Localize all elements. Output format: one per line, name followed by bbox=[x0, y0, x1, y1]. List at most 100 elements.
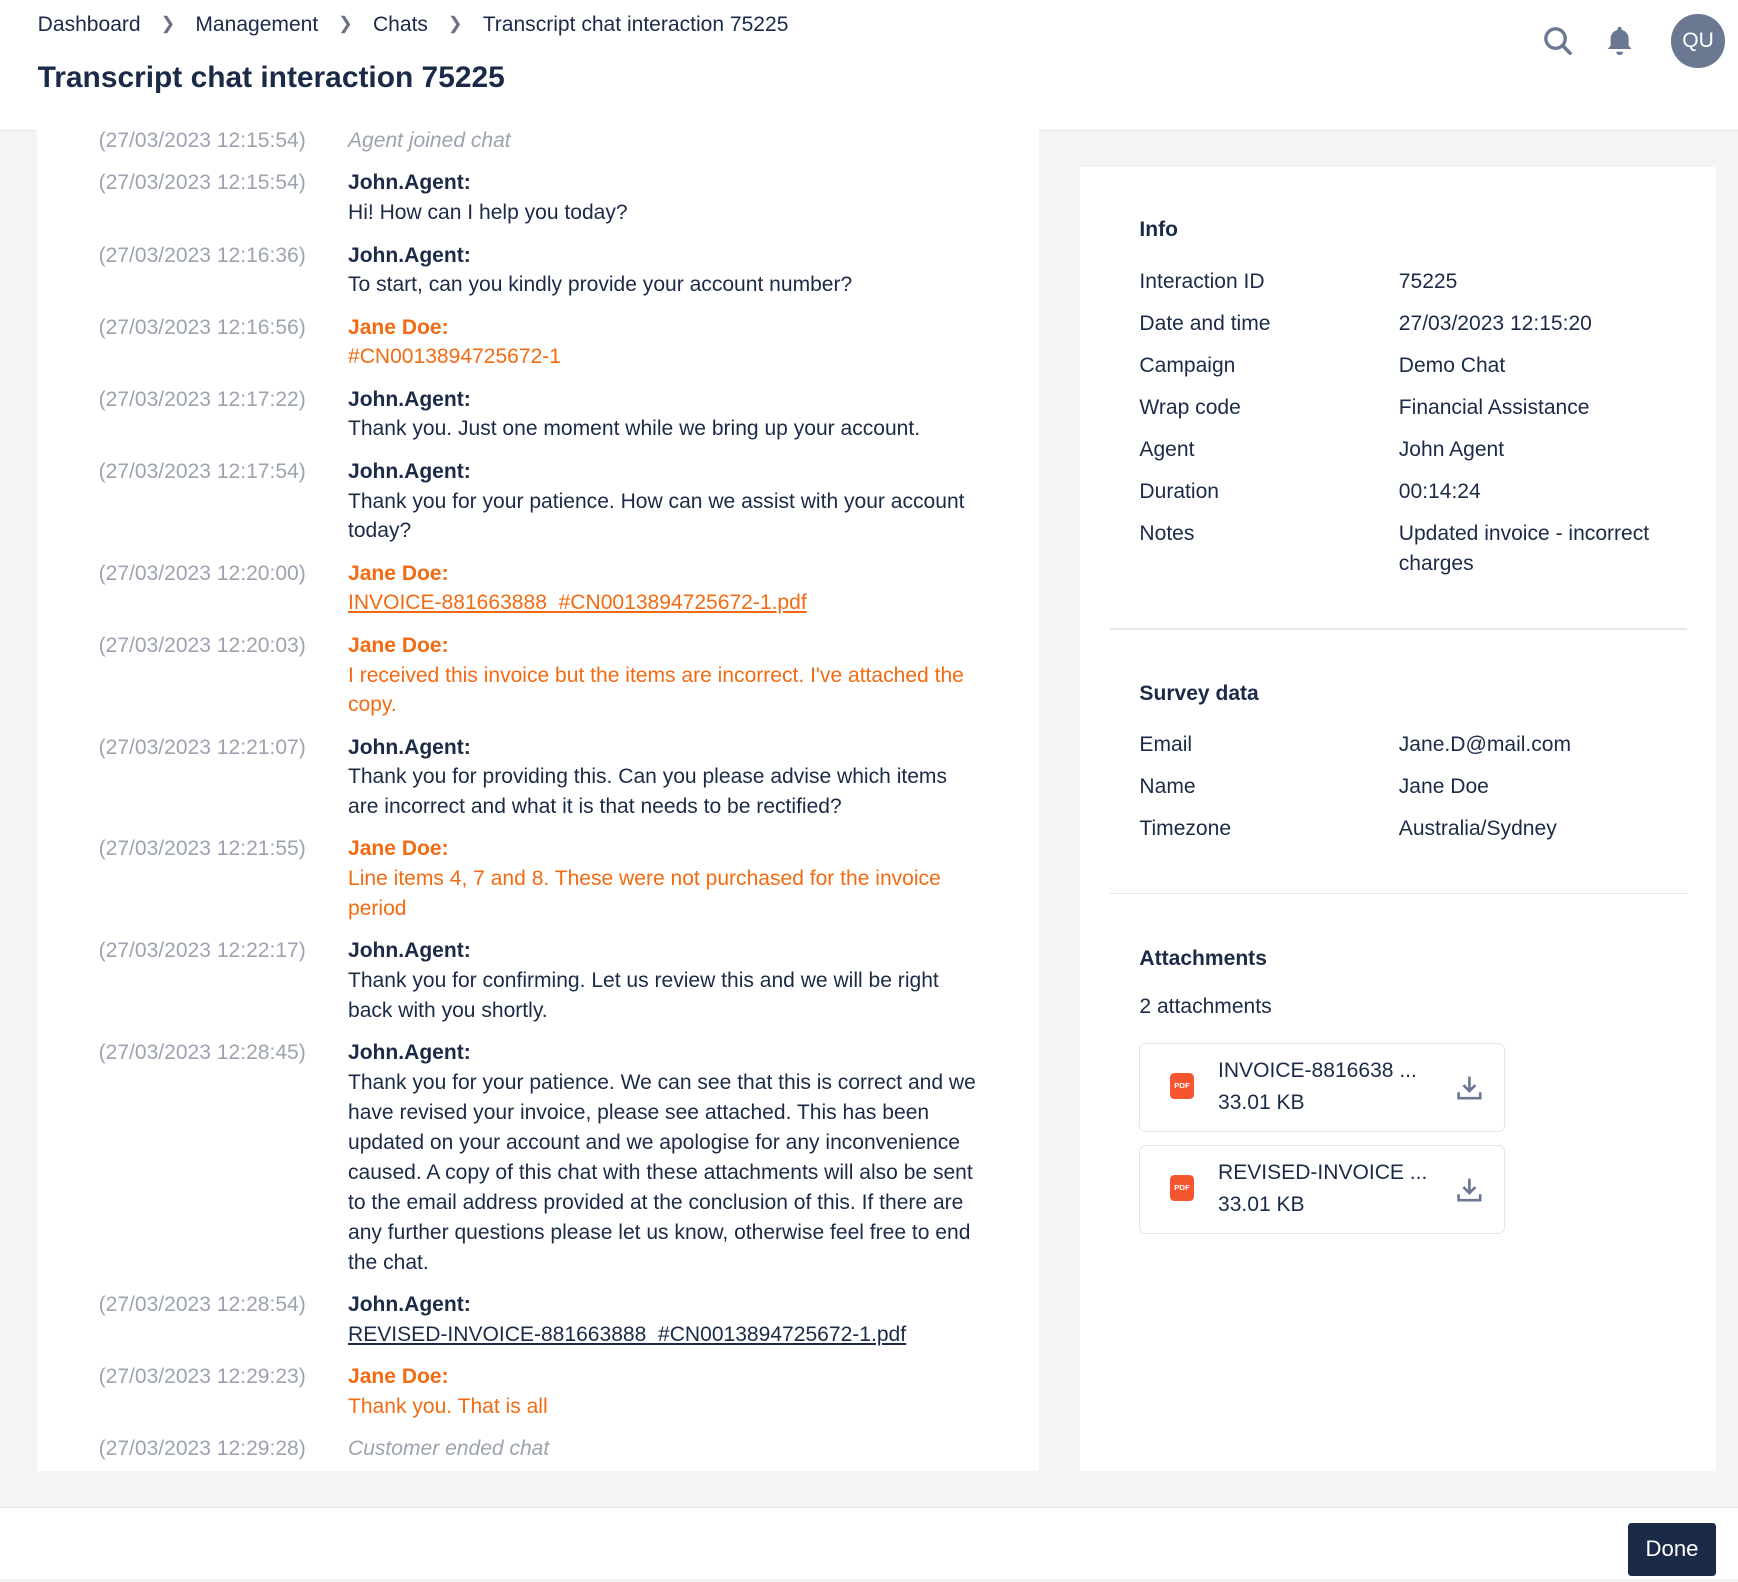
message-sender: John.Agent: bbox=[348, 387, 471, 411]
info-row: Interaction ID 75225 bbox=[1139, 267, 1687, 297]
chat-message: (27/03/2023 12:15:54) Agent joined chat bbox=[37, 130, 1039, 157]
message-body: Customer ended chat bbox=[348, 1434, 980, 1464]
message-body: Jane Doe: INVOICE-881663888_#CN0013894725… bbox=[348, 559, 980, 619]
message-text: Thank you. Just one moment while we brin… bbox=[348, 417, 921, 441]
breadcrumb-management[interactable]: Management bbox=[195, 13, 319, 37]
attachment-card[interactable]: PDF INVOICE-8816638 ... 33.01 KB bbox=[1139, 1043, 1506, 1132]
message-sender: John.Agent: bbox=[348, 735, 471, 759]
user-avatar[interactable]: QU bbox=[1671, 14, 1725, 68]
message-timestamp: (27/03/2023 12:21:55) bbox=[98, 837, 306, 861]
message-body: Agent joined chat bbox=[348, 130, 980, 157]
message-body: Jane Doe: Line items 4, 7 and 8. These we… bbox=[348, 834, 980, 924]
chat-transcript-panel[interactable]: (27/03/2023 12:15:54) Agent joined chat (2… bbox=[36, 129, 1039, 1471]
info-value: John Agent bbox=[1398, 438, 1505, 462]
message-timestamp: (27/03/2023 12:29:28) bbox=[98, 1437, 306, 1461]
survey-value: Australia/Sydney bbox=[1398, 817, 1557, 841]
message-timestamp: (27/03/2023 12:17:54) bbox=[98, 459, 306, 483]
info-title: Info bbox=[1139, 218, 1178, 242]
breadcrumb-dashboard[interactable]: Dashboard bbox=[37, 13, 141, 37]
survey-title: Survey data bbox=[1139, 681, 1259, 705]
survey-row: Timezone Australia/Sydney bbox=[1139, 814, 1687, 844]
message-timestamp: (27/03/2023 12:29:23) bbox=[98, 1364, 306, 1388]
message-text: Line items 4, 7 and 8. These were not pu… bbox=[348, 867, 941, 921]
message-sender: John.Agent: bbox=[348, 243, 471, 267]
message-body: John.Agent: Thank you for your patience. … bbox=[348, 457, 980, 547]
download-icon[interactable] bbox=[1455, 1175, 1484, 1204]
message-body: John.Agent: Hi! How can I help you today? bbox=[348, 168, 980, 228]
chat-message: (27/03/2023 12:29:23) Jane Doe: Thank you.… bbox=[37, 1362, 1039, 1422]
survey-section: Survey data Email Jane.D@mail.com Name Jane… bbox=[1139, 682, 1687, 857]
divider bbox=[1109, 628, 1687, 630]
message-sender: Jane Doe: bbox=[348, 633, 449, 657]
message-timestamp: (27/03/2023 12:15:54) bbox=[98, 129, 306, 153]
attachments-title: Attachments bbox=[1139, 946, 1267, 970]
chevron-right-icon: ❯ bbox=[160, 12, 176, 33]
info-value: 27/03/2023 12:15:20 bbox=[1398, 311, 1592, 335]
message-sender: John.Agent: bbox=[348, 459, 471, 483]
pdf-file-icon: PDF bbox=[1170, 1073, 1194, 1099]
chat-message: (27/03/2023 12:17:54) John.Agent: Thank yo… bbox=[37, 457, 1039, 547]
survey-row: Name Jane Doe bbox=[1139, 772, 1687, 802]
chat-message: (27/03/2023 12:21:55) Jane Doe: Line items… bbox=[37, 834, 1039, 924]
message-text: Customer ended chat bbox=[348, 1437, 550, 1461]
message-sender: John.Agent: bbox=[348, 939, 471, 963]
breadcrumb-chats[interactable]: Chats bbox=[372, 13, 428, 37]
message-timestamp: (27/03/2023 12:16:56) bbox=[98, 315, 306, 339]
message-text: Thank you. That is all bbox=[348, 1394, 548, 1418]
attachment-link[interactable]: INVOICE-881663888_#CN0013894725672-1.pdf bbox=[348, 591, 807, 615]
chevron-right-icon: ❯ bbox=[338, 12, 354, 33]
info-row: Agent John Agent bbox=[1139, 435, 1687, 465]
chat-message: (27/03/2023 12:16:36) John.Agent: To start… bbox=[37, 241, 1039, 301]
message-text: Thank you for confirming. Let us review … bbox=[348, 969, 939, 1023]
bell-icon[interactable] bbox=[1603, 24, 1636, 57]
message-text: #CN0013894725672-1 bbox=[348, 345, 561, 369]
info-label: Notes bbox=[1139, 522, 1195, 546]
done-button[interactable]: Done bbox=[1628, 1522, 1716, 1577]
chat-message: (27/03/2023 12:28:45) John.Agent: Thank yo… bbox=[37, 1038, 1039, 1277]
message-body: John.Agent: Thank you for your patience. … bbox=[348, 1038, 980, 1277]
message-list: (27/03/2023 12:15:54) Agent joined chat (2… bbox=[37, 130, 1039, 1471]
message-timestamp: (27/03/2023 12:28:45) bbox=[98, 1041, 306, 1065]
chat-message: (27/03/2023 12:20:03) Jane Doe: I received… bbox=[37, 631, 1039, 721]
message-timestamp: (27/03/2023 12:20:03) bbox=[98, 633, 306, 657]
survey-label: Timezone bbox=[1139, 817, 1232, 841]
chevron-right-icon: ❯ bbox=[447, 12, 463, 33]
message-body: Jane Doe: I received this invoice but the… bbox=[348, 631, 980, 721]
message-body: Jane Doe: #CN0013894725672-1 bbox=[348, 313, 980, 373]
download-icon[interactable] bbox=[1455, 1073, 1484, 1102]
message-timestamp: (27/03/2023 12:28:54) bbox=[98, 1292, 306, 1316]
attachment-name: REVISED-INVOICE ... bbox=[1218, 1160, 1428, 1184]
page-header: Dashboard ❯ Management ❯ Chats ❯ Transcr… bbox=[0, 0, 1738, 131]
message-timestamp: (27/03/2023 12:21:07) bbox=[98, 735, 306, 759]
info-row: Duration 00:14:24 bbox=[1139, 477, 1687, 507]
message-sender: Jane Doe: bbox=[348, 1364, 449, 1388]
message-text: Agent joined chat bbox=[348, 129, 511, 153]
message-body: John.Agent: To start, can you kindly prov… bbox=[348, 241, 980, 301]
info-value: 75225 bbox=[1398, 269, 1458, 293]
info-label: Interaction ID bbox=[1139, 269, 1265, 293]
message-sender: John.Agent: bbox=[348, 1292, 471, 1316]
message-timestamp: (27/03/2023 12:15:54) bbox=[98, 171, 306, 195]
info-row: Wrap code Financial Assistance bbox=[1139, 393, 1687, 423]
info-value: Demo Chat bbox=[1398, 353, 1506, 377]
info-label: Campaign bbox=[1139, 353, 1236, 377]
attachment-link[interactable]: REVISED-INVOICE-881663888_#CN00138947256… bbox=[348, 1322, 907, 1346]
breadcrumb-current: Transcript chat interaction 75225 bbox=[482, 13, 789, 37]
info-label: Duration bbox=[1139, 480, 1219, 504]
chat-message: (27/03/2023 12:22:17) John.Agent: Thank yo… bbox=[37, 936, 1039, 1026]
info-value: 00:14:24 bbox=[1398, 480, 1481, 504]
message-timestamp: (27/03/2023 12:16:36) bbox=[98, 243, 306, 267]
message-text: I received this invoice but the items ar… bbox=[348, 663, 964, 717]
attachment-card[interactable]: PDF REVISED-INVOICE ... 33.01 KB bbox=[1139, 1145, 1506, 1234]
message-timestamp: (27/03/2023 12:17:22) bbox=[98, 387, 306, 411]
message-text: Hi! How can I help you today? bbox=[348, 201, 628, 225]
message-text: Thank you for providing this. Can you pl… bbox=[348, 765, 947, 819]
details-panel: Info Interaction ID 75225 Date and time 27/… bbox=[1079, 167, 1716, 1471]
search-icon[interactable] bbox=[1541, 24, 1574, 57]
chat-message: (27/03/2023 12:17:22) John.Agent: Thank yo… bbox=[37, 385, 1039, 445]
info-row: Campaign Demo Chat bbox=[1139, 351, 1687, 381]
survey-label: Email bbox=[1139, 733, 1193, 757]
chat-message: (27/03/2023 12:15:54) John.Agent: Hi! How … bbox=[37, 168, 1039, 228]
attachment-size: 33.01 KB bbox=[1218, 1192, 1305, 1216]
message-body: John.Agent: Thank you for providing this.… bbox=[348, 733, 980, 823]
